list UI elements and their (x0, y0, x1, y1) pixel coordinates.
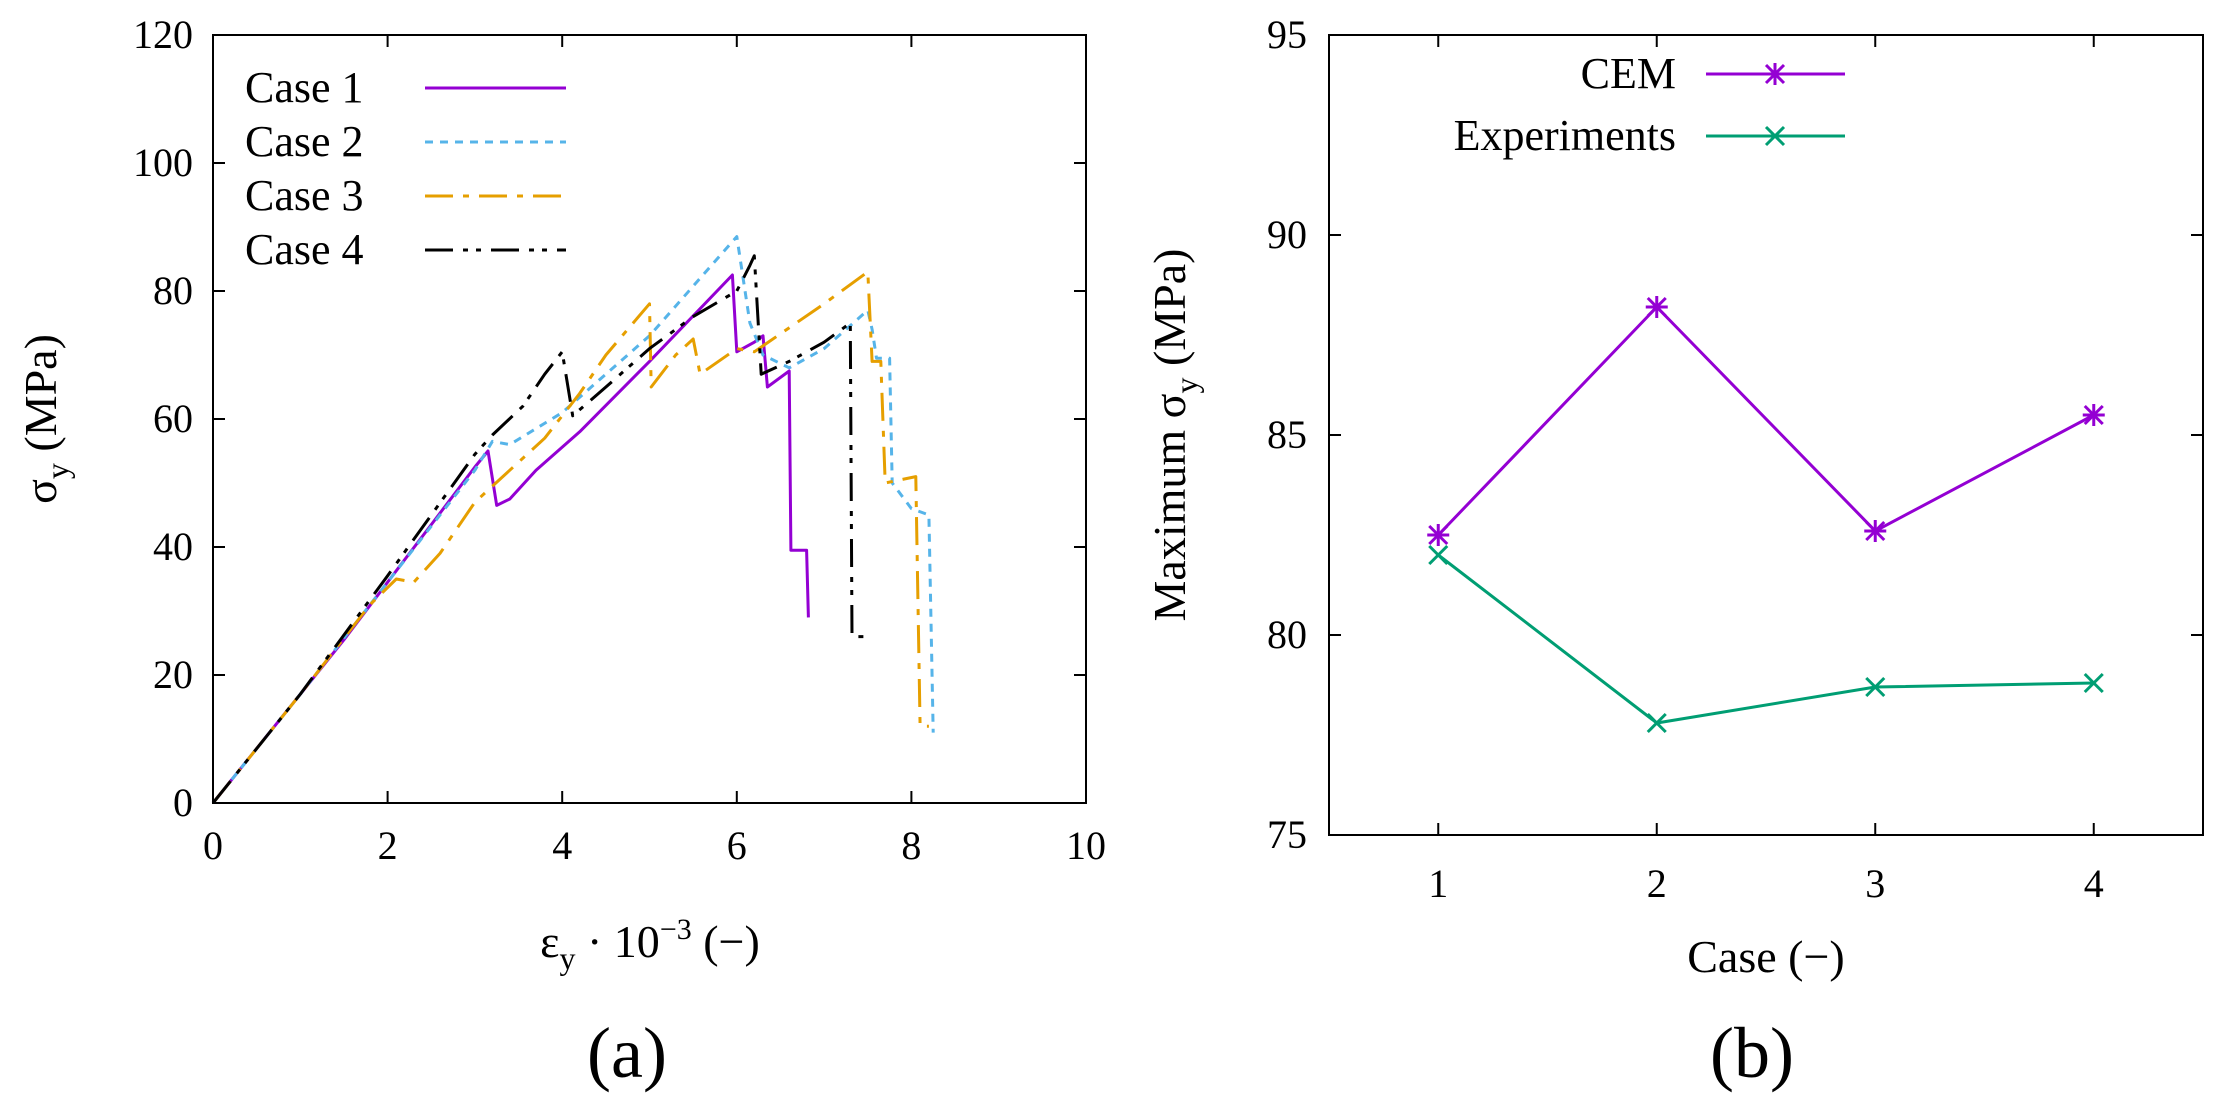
legend-label-experiments: Experiments (1454, 111, 1676, 160)
series-line-case-3 (211, 270, 929, 804)
x-axis-title: εy · 10−3 (−) (540, 913, 760, 976)
legend-label-cem: CEM (1581, 49, 1676, 98)
data-point-cem (2082, 404, 2105, 426)
x-tick-label: 10 (1066, 823, 1106, 868)
legend-label-case-4: Case 4 (245, 225, 364, 274)
x-tick-label: 3 (1865, 861, 1885, 906)
panel-b-line-chart: 1 2 3 4 75 80 85 90 95 Case (−) Maximum σy (MPa) CE… (1144, 12, 2204, 1093)
y-tick-label: 80 (153, 268, 193, 313)
y-tick-label: 20 (153, 652, 193, 697)
data-point-experiments (2083, 672, 2104, 694)
y-tick-label: 60 (153, 396, 193, 441)
series-line-experiments (1437, 553, 2094, 725)
data-point-cem (1427, 524, 1450, 546)
x-tick-label: 6 (727, 823, 747, 868)
y-tick-label: 85 (1267, 412, 1307, 457)
data-point-experiments (1646, 712, 1667, 734)
data-point-cem (1864, 520, 1887, 542)
x-tick-label: 1 (1428, 861, 1448, 906)
panel-label-b: (b) (1710, 1013, 1794, 1093)
x-tick-label: 4 (552, 823, 572, 868)
y-axis-title: σy (MPa) (15, 334, 75, 504)
y-tick-label: 40 (153, 524, 193, 569)
x-tick-label: 2 (378, 823, 398, 868)
y-axis-title: Maximum σy (MPa) (1144, 248, 1204, 621)
y-tick-label: 80 (1267, 612, 1307, 657)
legend-label-case-2: Case 2 (245, 117, 364, 166)
series-line-cem (1437, 304, 2095, 537)
y-tick-label: 95 (1267, 12, 1307, 57)
x-tick-label: 2 (1647, 861, 1667, 906)
y-tick-label: 90 (1267, 212, 1307, 257)
series-line-case-4 (211, 254, 864, 804)
legend-marker-experiments (1764, 125, 1786, 147)
y-tick-label: 0 (173, 780, 193, 825)
y-tick-label: 120 (133, 12, 193, 57)
x-tick-label: 4 (2084, 861, 2104, 906)
x-tick-label: 0 (203, 823, 223, 868)
series-line-case-2 (211, 235, 935, 804)
legend-label-case-1: Case 1 (245, 63, 364, 112)
data-point-experiments (1865, 676, 1886, 698)
x-axis-title: Case (−) (1687, 931, 1845, 982)
legend-marker-cem (1764, 63, 1786, 85)
panel-label-a: (a) (587, 1013, 667, 1093)
y-tick-label: 100 (133, 140, 193, 185)
legend-label-case-3: Case 3 (245, 171, 364, 220)
series-line-case-1 (211, 273, 810, 804)
data-point-experiments (1428, 544, 1449, 566)
y-tick-label: 75 (1267, 812, 1307, 857)
data-point-cem (1645, 296, 1668, 318)
x-tick-label: 8 (901, 823, 921, 868)
